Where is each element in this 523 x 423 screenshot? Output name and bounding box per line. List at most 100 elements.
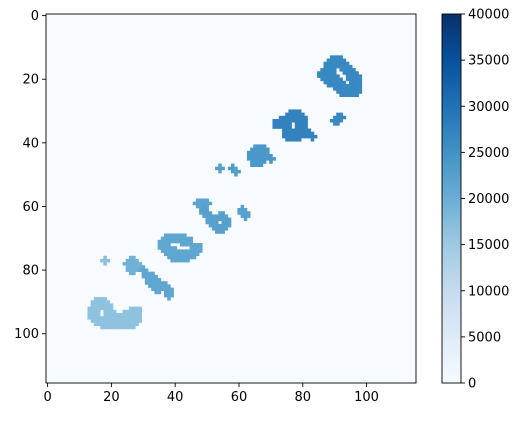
heatmap-cell bbox=[135, 265, 138, 268]
heatmap-cell bbox=[285, 135, 288, 138]
heatmap-cell bbox=[151, 288, 154, 291]
heatmap-cell bbox=[126, 259, 129, 262]
heatmap-cell bbox=[336, 84, 339, 87]
heatmap-cell bbox=[177, 256, 180, 259]
heatmap-cell bbox=[288, 113, 291, 116]
heatmap-cell bbox=[327, 62, 330, 65]
heatmap-cell bbox=[119, 313, 122, 316]
heatmap-cell bbox=[282, 122, 285, 125]
heatmap-cell bbox=[123, 313, 126, 316]
heatmap-cell bbox=[324, 74, 327, 77]
heatmap-cell bbox=[107, 326, 110, 329]
heatmap-cell bbox=[151, 281, 154, 284]
heatmap-cell bbox=[139, 268, 142, 271]
heatmap-cell bbox=[154, 291, 157, 294]
heatmap-cell bbox=[336, 59, 339, 62]
heatmap-cell bbox=[91, 316, 94, 319]
heatmap-cell bbox=[234, 167, 237, 170]
heatmap-cell bbox=[292, 119, 295, 122]
heatmap-cell bbox=[164, 249, 167, 252]
heatmap-cell bbox=[97, 300, 100, 303]
colorbar-tick-label: 5000 bbox=[468, 330, 501, 345]
heatmap-cell bbox=[241, 214, 244, 217]
heatmap-cell bbox=[343, 59, 346, 62]
heatmap-cell bbox=[298, 119, 301, 122]
heatmap-cell bbox=[320, 78, 323, 81]
heatmap-cell bbox=[180, 243, 183, 246]
heatmap-cell bbox=[183, 249, 186, 252]
heatmap-cell bbox=[167, 233, 170, 236]
heatmap-cell bbox=[123, 310, 126, 313]
heatmap-cell bbox=[161, 288, 164, 291]
heatmap-cell bbox=[167, 243, 170, 246]
heatmap-cell bbox=[352, 81, 355, 84]
heatmap-cell bbox=[333, 87, 336, 90]
heatmap-cell bbox=[272, 119, 275, 122]
y-tick-label: 60 bbox=[22, 200, 39, 215]
heatmap-cell bbox=[158, 291, 161, 294]
heatmap-cell bbox=[100, 319, 103, 322]
heatmap-cell bbox=[103, 310, 106, 313]
heatmap-cell bbox=[174, 237, 177, 240]
heatmap-cell bbox=[352, 74, 355, 77]
heatmap-cell bbox=[260, 154, 263, 157]
heatmap-cell bbox=[282, 129, 285, 132]
heatmap-cell bbox=[103, 259, 106, 262]
heatmap-cell bbox=[221, 227, 224, 230]
heatmap-cell bbox=[132, 310, 135, 313]
heatmap-cell bbox=[225, 218, 228, 221]
heatmap-cell bbox=[212, 224, 215, 227]
heatmap-cell bbox=[231, 170, 234, 173]
heatmap-cell bbox=[320, 71, 323, 74]
heatmap-cell bbox=[228, 167, 231, 170]
heatmap-cell bbox=[339, 116, 342, 119]
heatmap-cell bbox=[129, 316, 132, 319]
heatmap-cell bbox=[154, 281, 157, 284]
colorbar bbox=[442, 14, 461, 383]
heatmap-cell bbox=[116, 326, 119, 329]
heatmap-cell bbox=[186, 256, 189, 259]
heatmap-cell bbox=[145, 268, 148, 271]
heatmap-cell bbox=[330, 65, 333, 68]
heatmap-cell bbox=[272, 157, 275, 160]
heatmap-cell bbox=[151, 278, 154, 281]
heatmap-cell bbox=[352, 68, 355, 71]
heatmap-cell bbox=[330, 71, 333, 74]
heatmap-cell bbox=[276, 125, 279, 128]
heatmap-cell bbox=[292, 116, 295, 119]
colorbar-tick-label: 30000 bbox=[468, 100, 509, 115]
heatmap-cell bbox=[285, 138, 288, 141]
heatmap-cell bbox=[349, 94, 352, 97]
heatmap-cell bbox=[295, 119, 298, 122]
heatmap-cell bbox=[327, 68, 330, 71]
heatmap-cell bbox=[164, 291, 167, 294]
heatmap-cell bbox=[327, 74, 330, 77]
heatmap-cell bbox=[298, 109, 301, 112]
heatmap-cell bbox=[215, 221, 218, 224]
heatmap-cell bbox=[110, 310, 113, 313]
heatmap-cell bbox=[132, 268, 135, 271]
heatmap-cell bbox=[87, 310, 90, 313]
heatmap-cell bbox=[212, 218, 215, 221]
heatmap-cell bbox=[257, 164, 260, 167]
heatmap-cell bbox=[110, 307, 113, 310]
heatmap-cell bbox=[148, 284, 151, 287]
heatmap-cell bbox=[167, 291, 170, 294]
heatmap-cell bbox=[186, 259, 189, 262]
heatmap-cell bbox=[180, 259, 183, 262]
heatmap-cell bbox=[285, 122, 288, 125]
heatmap-cell bbox=[343, 87, 346, 90]
heatmap-cell bbox=[253, 160, 256, 163]
heatmap-cell bbox=[336, 62, 339, 65]
heatmap-cell bbox=[113, 316, 116, 319]
heatmap-cell bbox=[253, 157, 256, 160]
heatmap-cell bbox=[339, 90, 342, 93]
heatmap-cell bbox=[158, 288, 161, 291]
heatmap-cell bbox=[190, 246, 193, 249]
heatmap-cell bbox=[339, 68, 342, 71]
heatmap-cell bbox=[145, 272, 148, 275]
heatmap-cell bbox=[250, 164, 253, 167]
heatmap-cell bbox=[359, 90, 362, 93]
heatmap-cell bbox=[241, 208, 244, 211]
heatmap-cell bbox=[183, 259, 186, 262]
